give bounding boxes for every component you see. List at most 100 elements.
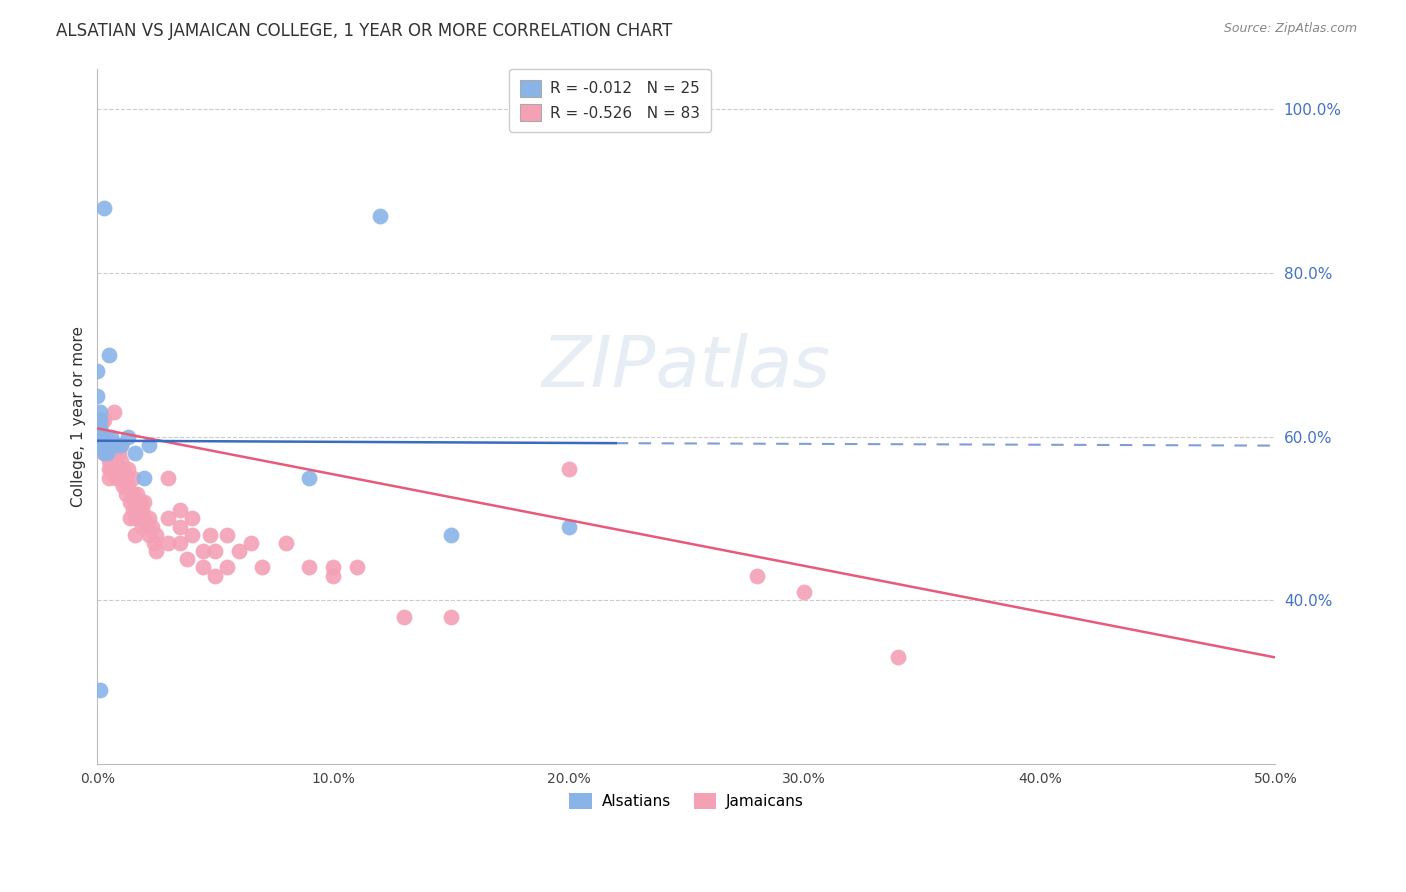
Point <box>93 201 115 215</box>
Point <box>440 609 463 624</box>
Point <box>180 528 202 542</box>
Point <box>127 503 149 517</box>
Point <box>110 454 132 468</box>
Point <box>440 528 463 542</box>
Point <box>117 462 139 476</box>
Point <box>169 503 191 517</box>
Text: ZIPatlas: ZIPatlas <box>541 333 831 402</box>
Point <box>96 446 118 460</box>
Point <box>93 438 115 452</box>
Y-axis label: College, 1 year or more: College, 1 year or more <box>72 326 86 507</box>
Point <box>127 487 149 501</box>
Point <box>887 650 910 665</box>
Point <box>98 348 121 362</box>
Point <box>176 552 198 566</box>
Point <box>91 438 114 452</box>
Point <box>215 560 238 574</box>
Point <box>110 438 132 452</box>
Point <box>89 421 111 435</box>
Point <box>105 454 128 468</box>
Text: Source: ZipAtlas.com: Source: ZipAtlas.com <box>1223 22 1357 36</box>
Point <box>204 568 226 582</box>
Point <box>98 454 121 468</box>
Point <box>298 470 321 484</box>
Point <box>124 511 146 525</box>
Point <box>121 470 143 484</box>
Point <box>86 364 108 378</box>
Point <box>114 487 136 501</box>
Point <box>392 609 415 624</box>
Point <box>346 560 368 574</box>
Point <box>134 470 156 484</box>
Point <box>180 511 202 525</box>
Point <box>110 438 132 452</box>
Point <box>96 446 118 460</box>
Point <box>131 503 153 517</box>
Point <box>128 511 150 525</box>
Point <box>169 536 191 550</box>
Point <box>105 470 128 484</box>
Point <box>134 511 156 525</box>
Point <box>103 446 125 460</box>
Point <box>96 429 118 443</box>
Point <box>98 462 121 476</box>
Point <box>274 536 297 550</box>
Point <box>107 462 129 476</box>
Point <box>107 446 129 460</box>
Point <box>135 519 157 533</box>
Point <box>91 429 114 443</box>
Point <box>112 462 135 476</box>
Legend: Alsatians, Jamaicans: Alsatians, Jamaicans <box>564 787 810 815</box>
Point <box>89 421 111 435</box>
Point <box>322 560 344 574</box>
Point <box>193 544 215 558</box>
Point <box>745 568 768 582</box>
Point <box>157 511 180 525</box>
Text: ALSATIAN VS JAMAICAN COLLEGE, 1 YEAR OR MORE CORRELATION CHART: ALSATIAN VS JAMAICAN COLLEGE, 1 YEAR OR … <box>56 22 672 40</box>
Point <box>793 585 815 599</box>
Point <box>145 528 167 542</box>
Point <box>100 462 122 476</box>
Point <box>200 528 222 542</box>
Point <box>93 413 115 427</box>
Point <box>100 429 122 443</box>
Point <box>322 568 344 582</box>
Point <box>157 470 180 484</box>
Point <box>110 470 132 484</box>
Point <box>215 528 238 542</box>
Point <box>138 438 160 452</box>
Point <box>252 560 274 574</box>
Point <box>89 405 111 419</box>
Point <box>91 413 114 427</box>
Point <box>204 544 226 558</box>
Point <box>121 487 143 501</box>
Point <box>117 479 139 493</box>
Point <box>100 446 122 460</box>
Point <box>105 438 128 452</box>
Point <box>157 536 180 550</box>
Point <box>142 536 165 550</box>
Point <box>239 536 262 550</box>
Point <box>138 511 160 525</box>
Point <box>131 519 153 533</box>
Point <box>193 560 215 574</box>
Point <box>86 413 108 427</box>
Point <box>93 446 115 460</box>
Point <box>121 503 143 517</box>
Point <box>98 470 121 484</box>
Point <box>103 405 125 419</box>
Point <box>298 560 321 574</box>
Point <box>169 519 191 533</box>
Point <box>124 446 146 460</box>
Point <box>138 528 160 542</box>
Point <box>557 462 579 476</box>
Point <box>124 528 146 542</box>
Point <box>89 413 111 427</box>
Point <box>120 511 142 525</box>
Point <box>228 544 250 558</box>
Point <box>114 470 136 484</box>
Point <box>117 429 139 443</box>
Point <box>128 495 150 509</box>
Point <box>557 519 579 533</box>
Point <box>89 683 111 698</box>
